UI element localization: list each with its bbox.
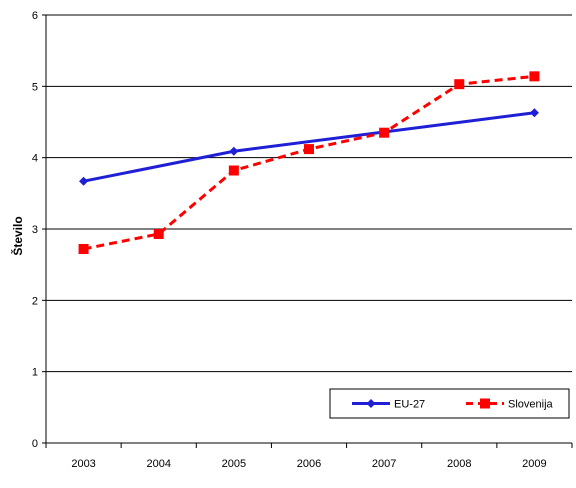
- x-tick-label: 2005: [222, 458, 246, 470]
- x-tick-label: 2006: [297, 458, 321, 470]
- data-point-slovenija: [454, 79, 465, 90]
- gridlines: [46, 14, 572, 373]
- legend: EU-27 Slovenija: [329, 388, 570, 419]
- y-axis-label: Število: [10, 216, 25, 255]
- x-tick-labels: 2003 2004 2005 2006 2007 2008 2009: [71, 458, 546, 470]
- data-point-slovenija: [78, 243, 89, 254]
- x-tick-label: 2007: [372, 458, 396, 470]
- x-tick-label: 2003: [71, 458, 95, 470]
- y-tick-label: 3: [32, 224, 38, 236]
- series-line-slovenija: [83, 74, 535, 251]
- data-point-slovenija: [529, 71, 540, 82]
- series-layer: [78, 71, 540, 254]
- axes: [42, 14, 573, 448]
- data-point-slovenija: [304, 144, 314, 155]
- x-tick-label: 2004: [146, 458, 170, 470]
- legend-label-slovenija: Slovenija: [508, 399, 554, 411]
- legend-marker-slovenija: [480, 398, 490, 409]
- y-tick-label: 6: [32, 10, 38, 22]
- data-point-slovenija: [153, 228, 164, 239]
- data-point-eu-27: [79, 176, 89, 186]
- data-point-eu-27: [529, 108, 539, 118]
- y-tick-label: 1: [32, 367, 38, 379]
- data-point-eu-27: [229, 146, 239, 156]
- legend-label-eu-27: EU-27: [394, 399, 425, 411]
- y-tick-label: 5: [32, 81, 38, 93]
- data-point-slovenija: [228, 165, 239, 176]
- legend-marker-eu-27: [366, 399, 376, 408]
- y-tick-label: 0: [32, 438, 38, 450]
- x-tick-label: 2008: [447, 458, 471, 470]
- y-tick-labels: 0 1 2 3 4 5 6: [32, 10, 38, 450]
- y-tick-label: 2: [32, 295, 38, 307]
- x-tick-label: 2009: [522, 458, 546, 470]
- data-point-slovenija: [379, 127, 390, 138]
- y-tick-label: 4: [32, 153, 38, 165]
